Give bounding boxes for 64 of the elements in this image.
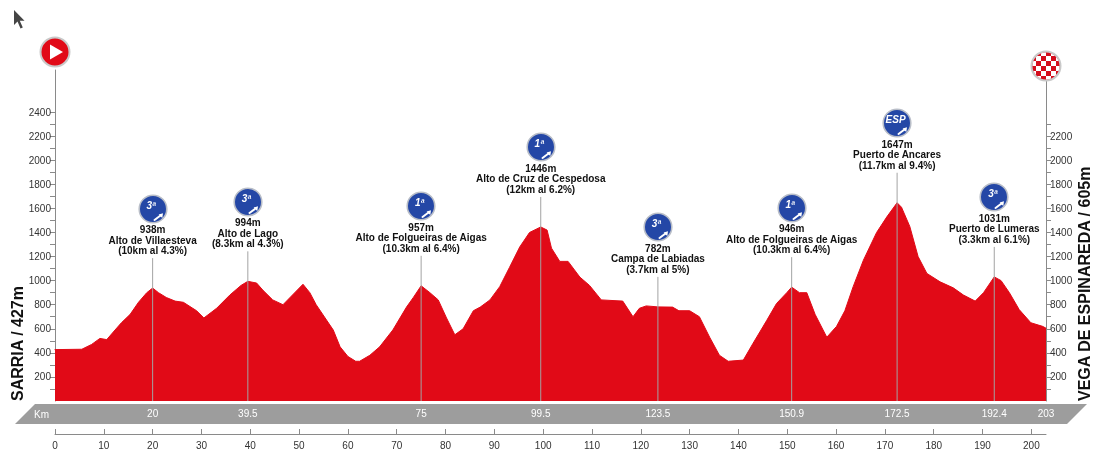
y2-tick-label: 1800 <box>1050 178 1073 190</box>
x-tick-label: 160 <box>827 439 845 451</box>
y2-tick-label: 1200 <box>1050 251 1073 263</box>
y-tick-label: 1200 <box>28 251 52 263</box>
y2-tick-label: 800 <box>1050 299 1068 311</box>
text: 1ª 957m Alto de Folgueiras de Aigas (10.3km al 6.4%) <box>355 197 487 254</box>
x2-tick-label: 123.5 <box>645 407 671 419</box>
y-tick-label: 2200 <box>28 130 52 142</box>
y-tick-label: 800 <box>34 299 52 311</box>
text: ESP 1647m Puerto de Ancares (11.7km al 9.4%) <box>853 114 942 171</box>
x2-axis-title: Km <box>34 408 49 420</box>
x-tick-label: 80 <box>439 439 452 451</box>
y2-tick-label: 200 <box>1050 371 1068 383</box>
x-tick-label: 110 <box>584 439 601 451</box>
text: 3ª 1031m Puerto de Lumeras (3.3km al 6.1%) <box>948 188 1040 245</box>
x-tick-label: 10 <box>98 439 110 451</box>
y-tick-label: 2000 <box>28 154 52 166</box>
y2-tick-label: 1000 <box>1050 275 1073 287</box>
text: 3ª 994m Alto de Lago (8.3km al 4.3%) <box>211 192 284 250</box>
x2-tick-label: 39.5 <box>238 407 258 419</box>
y-tick-label: 1800 <box>28 178 52 190</box>
y2-tick-label: 2000 <box>1050 154 1073 166</box>
x-tick-label: 40 <box>244 439 257 451</box>
x-tick-label: 150 <box>778 439 797 451</box>
x-tick-label: 170 <box>876 439 894 451</box>
x-tick-label: 190 <box>974 439 992 451</box>
x-tick-label: 30 <box>195 439 208 451</box>
x-tick-label: 130 <box>681 439 699 451</box>
x2-tick-label: 192.4 <box>981 407 1008 419</box>
x-tick-label: 70 <box>391 439 403 451</box>
y-tick-label: 200 <box>34 371 52 383</box>
y2-tick-label: 400 <box>1050 347 1068 359</box>
x-tick-label: 200 <box>1023 439 1041 451</box>
text: 1ª 946m Alto de Folgueiras de Aigas (10.3km al 6.4%) <box>726 198 858 256</box>
x2-tick-label: 99.5 <box>531 407 551 419</box>
x-tick-label: 60 <box>342 439 354 451</box>
x-tick-label: 50 <box>293 439 306 451</box>
y-tick-label: 1000 <box>28 275 52 287</box>
y-tick-label: 1400 <box>28 226 52 238</box>
text: 3ª 782m Campa de Labiadas (3.7km al 5%) <box>610 218 705 275</box>
y-tick-label: 400 <box>34 347 52 359</box>
x-tick-label: 100 <box>534 439 552 451</box>
y2-tick-label: 600 <box>1050 323 1068 335</box>
x2-tick-label: 20 <box>147 407 159 419</box>
x-tick-label: 140 <box>730 439 748 451</box>
text: 1ª 1446m Alto de Cruz de Cespedosa (12km al 6.2%) <box>476 138 606 195</box>
x-tick-label: 120 <box>632 439 650 451</box>
x-tick-label: 0 <box>52 439 59 451</box>
x2-tick-label: 172.5 <box>884 407 911 419</box>
x2-tick-label: 75 <box>415 407 428 419</box>
x2-tick-label: 150.9 <box>779 407 805 419</box>
y2-tick-label: 1400 <box>1050 226 1073 238</box>
text: 3ª 938m Alto de Villaesteva (10km al 4.3%) <box>108 199 197 257</box>
x-tick-label: 180 <box>925 439 943 451</box>
x-tick-label: 90 <box>488 439 501 451</box>
y-axis-title: SARRIA / 427m <box>8 286 26 401</box>
y2-axis-title: VEGA DE ESPINAREDA / 605m <box>1075 166 1093 401</box>
y2-tick-label: 1600 <box>1050 202 1073 214</box>
y-tick-label: 2400 <box>28 106 52 118</box>
x2-tick-label: 203 <box>1037 407 1055 419</box>
y-tick-label: 1600 <box>28 202 52 214</box>
x-tick-label: 20 <box>147 439 159 451</box>
y-tick-label: 600 <box>34 323 52 335</box>
y2-tick-label: 2200 <box>1050 130 1073 142</box>
